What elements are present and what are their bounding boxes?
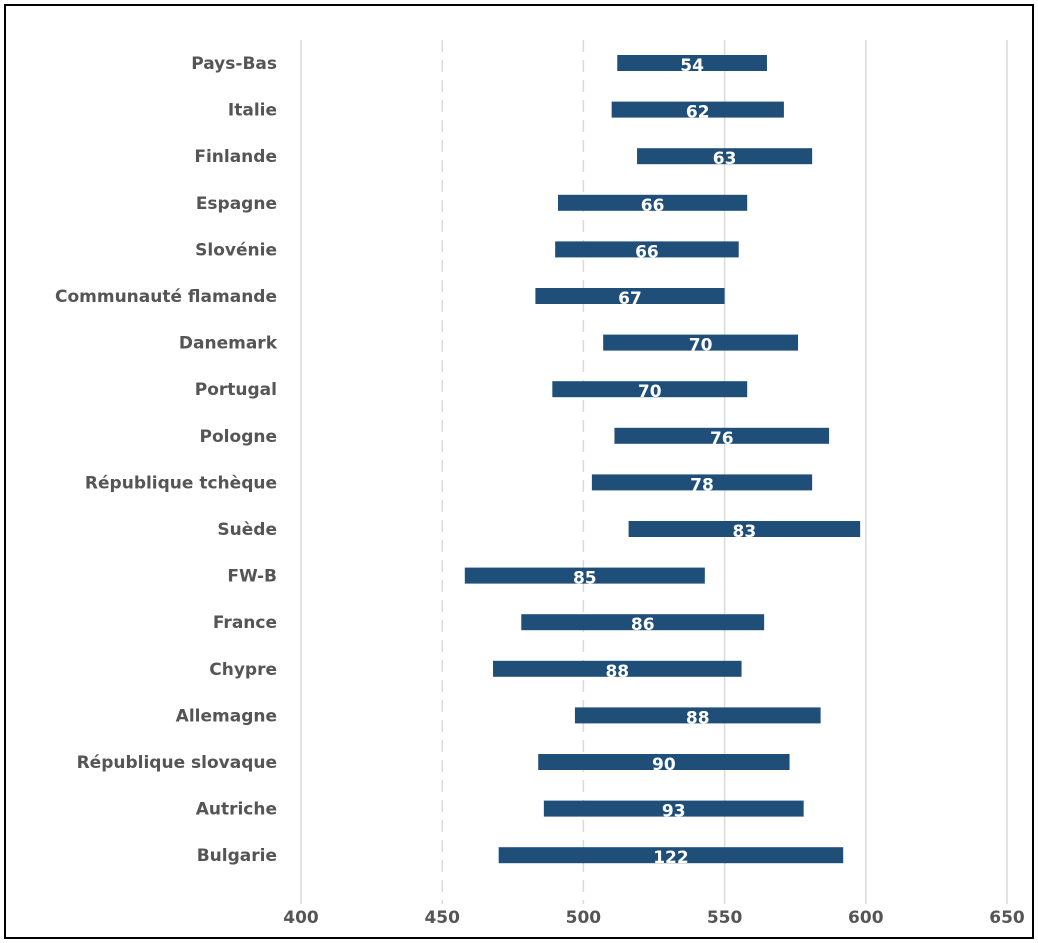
bars xyxy=(464,55,861,864)
data-label: 90 xyxy=(652,755,676,775)
range-bar xyxy=(498,847,844,864)
x-tick-label: 500 xyxy=(566,908,602,928)
range-bar xyxy=(535,288,725,304)
category-label: Pologne xyxy=(200,427,277,447)
range-bar xyxy=(543,800,804,817)
data-label: 66 xyxy=(635,242,659,262)
data-label: 63 xyxy=(713,149,737,169)
range-bar xyxy=(603,334,799,351)
range-bar xyxy=(464,567,705,584)
data-label: 83 xyxy=(733,522,757,542)
gridlines xyxy=(300,40,1008,904)
category-label: France xyxy=(213,613,277,633)
category-label: République tchèque xyxy=(85,473,277,493)
category-label: Danemark xyxy=(179,334,278,354)
range-bar xyxy=(521,614,765,631)
range-bar xyxy=(591,474,813,491)
range-bar xyxy=(628,521,861,537)
data-label: 88 xyxy=(686,708,710,728)
data-label: 67 xyxy=(618,289,642,309)
category-labels: Pays-Bas Italie Finlande Espagne Slovénie Com… xyxy=(55,54,278,866)
category-label: FW-B xyxy=(227,567,277,587)
range-bar xyxy=(574,707,821,724)
range-bar xyxy=(611,101,784,118)
range-bar xyxy=(552,381,748,398)
category-label: Allemagne xyxy=(176,706,277,726)
category-label: Communauté flamande xyxy=(55,287,277,307)
category-label: Portugal xyxy=(195,380,277,400)
x-tick-label: 450 xyxy=(424,908,460,928)
x-tick-labels: 400 450 500 550 600 650 xyxy=(283,908,1025,928)
range-bar xyxy=(557,194,748,211)
chart-frame xyxy=(4,4,1034,939)
data-label: 62 xyxy=(686,103,710,123)
data-label: 88 xyxy=(605,662,629,682)
data-label: 85 xyxy=(573,569,597,589)
data-label: 86 xyxy=(631,615,655,635)
data-label: 54 xyxy=(680,56,704,76)
data-label: 122 xyxy=(653,848,689,868)
category-label: Finlande xyxy=(194,147,277,167)
data-label: 93 xyxy=(662,802,686,822)
x-tick-label: 650 xyxy=(989,908,1025,928)
data-label: 70 xyxy=(638,382,662,402)
range-bar xyxy=(555,241,739,258)
range-bar xyxy=(617,55,767,71)
range-bar xyxy=(614,427,830,444)
category-label: Chypre xyxy=(209,660,277,680)
category-label: Italie xyxy=(228,101,277,121)
category-label: Espagne xyxy=(196,194,277,214)
category-label: Suède xyxy=(217,520,277,540)
data-label: 76 xyxy=(710,429,734,449)
x-tick-label: 400 xyxy=(283,908,319,928)
x-tick-label: 600 xyxy=(848,908,884,928)
data-label: 70 xyxy=(689,336,713,356)
category-label: Pays-Bas xyxy=(191,54,277,74)
category-label: Autriche xyxy=(196,800,277,820)
category-label: Bulgarie xyxy=(197,846,277,866)
data-labels: 54 62 63 66 66 67 70 70 76 78 83 85 86 88 88 90 93 122 xyxy=(573,56,756,868)
x-tick-label: 550 xyxy=(707,908,743,928)
range-bar xyxy=(493,660,742,677)
category-label: Slovénie xyxy=(195,240,277,260)
category-label: République slovaque xyxy=(77,753,277,773)
range-bar xyxy=(637,148,813,165)
range-bar xyxy=(538,754,790,770)
data-label: 78 xyxy=(690,475,714,495)
data-label: 66 xyxy=(641,196,665,216)
